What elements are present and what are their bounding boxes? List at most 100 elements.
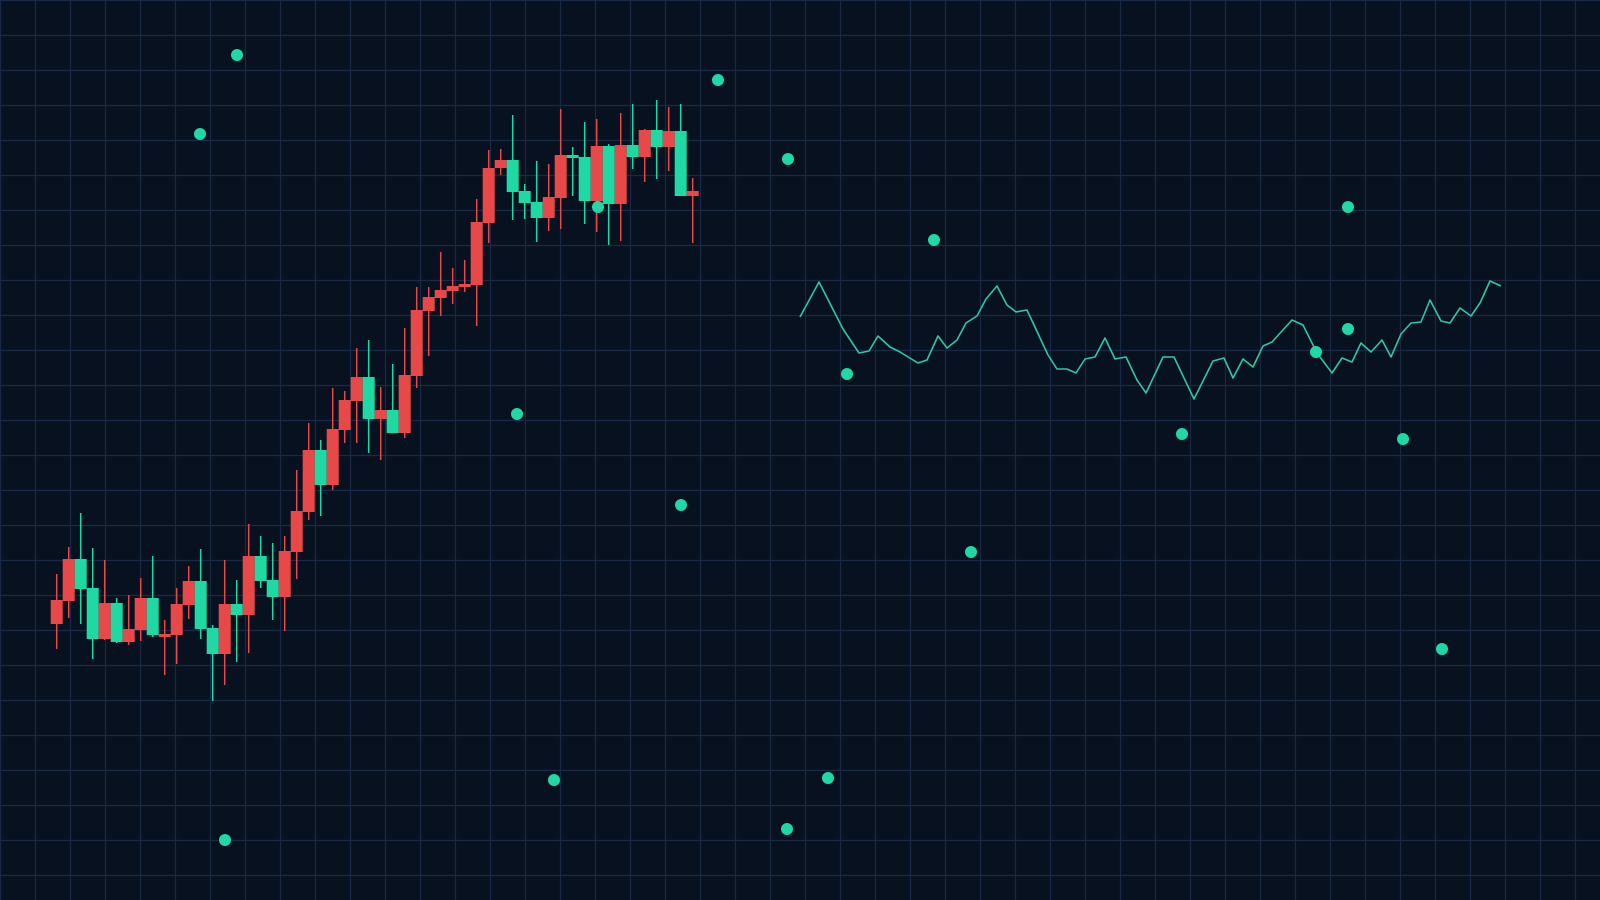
scatter-point [712,74,724,86]
candle-body [218,604,231,654]
candle-body [494,160,507,168]
candle-body [230,604,243,615]
candle-body [470,222,483,285]
scatter-point [1176,428,1188,440]
candle-body [386,410,399,433]
candle [170,588,183,664]
candle-body [350,377,363,401]
candle-body [122,629,135,642]
candle-body [638,130,651,157]
candle-body [338,400,351,430]
scatter-point [1436,643,1448,655]
candle-body [554,155,567,198]
candle [206,625,219,701]
candle-body [74,559,87,589]
candle-body [182,581,195,605]
scatter-point [1310,346,1322,358]
candle [398,328,411,438]
candle-body [674,131,687,196]
candle [506,115,519,220]
candle [122,595,135,645]
candle-body [566,155,579,158]
candle-body [98,603,111,639]
candle [602,144,615,245]
scatter-point [548,774,560,786]
candle [134,578,147,641]
candle-body [590,146,603,201]
candle [50,574,63,649]
candlestick-series [50,100,699,701]
candle [410,287,423,388]
scatter-point [782,153,794,165]
candle-body [242,556,255,615]
candle-body [458,284,471,287]
scatter-point [1342,201,1354,213]
scatter-point [511,408,523,420]
candle-body [302,450,315,512]
candle [158,620,171,675]
candle-body [542,197,555,218]
candle-body [626,145,639,157]
candle-body [362,377,375,419]
candle [386,364,399,433]
candle [98,560,111,640]
line-series [799,280,1502,400]
candle [62,547,75,618]
candle [614,113,627,241]
candle-body [686,191,699,196]
candle [230,580,243,662]
candle [662,107,675,171]
candle [626,104,639,169]
candle [86,548,99,659]
candle [218,560,231,685]
scatter-point [675,499,687,511]
candle [338,391,351,443]
candle-body [50,600,63,624]
candle-body [434,290,447,298]
candle-body [446,286,459,291]
candle-body [314,450,327,485]
candle-body [194,581,207,629]
candle-body [278,551,291,597]
candle [278,536,291,631]
candle-body [374,410,387,419]
scatter-point [928,234,940,246]
candle [422,287,435,356]
candle-body [158,634,171,637]
candle-body [62,559,75,601]
candle [374,387,387,460]
scatter-point [1342,323,1354,335]
candle [518,184,531,219]
candle-body [614,145,627,204]
scatter-point [965,546,977,558]
candle [590,119,603,232]
candle-body [530,202,543,218]
candle-body [578,157,591,201]
candle [74,513,87,624]
candle-body [398,375,411,433]
candle-body [254,556,267,581]
candle-body [206,628,219,654]
candle [242,524,255,653]
scatter-point [841,368,853,380]
candle-body [170,604,183,635]
candle [434,252,447,316]
candle-body [410,310,423,376]
scatter-point [592,201,604,213]
candle [350,348,363,443]
candle-body [602,146,615,204]
candle [566,147,579,196]
scatter-point [822,772,834,784]
candle-body [518,191,531,203]
scatter-point [219,834,231,846]
candle [482,150,495,243]
candle [446,268,459,304]
candle-body [506,160,519,192]
candle [554,109,567,229]
candle-body [266,580,279,597]
candle-body [422,297,435,311]
candle-body [146,598,159,635]
candle [674,104,687,196]
